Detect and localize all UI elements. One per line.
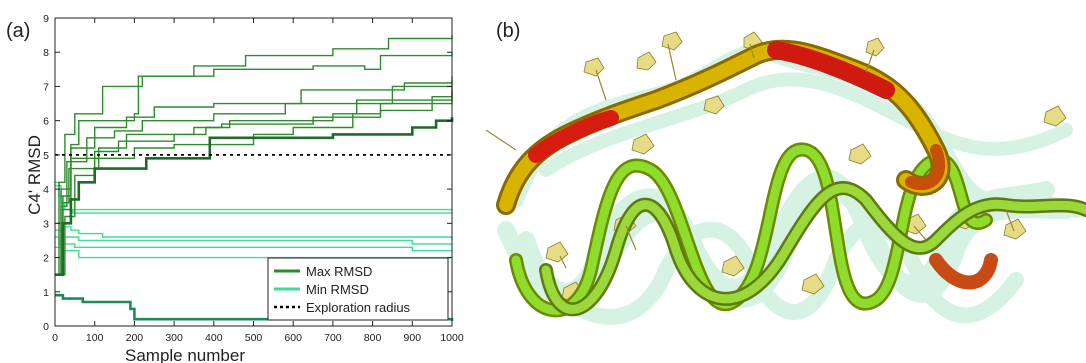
y-tick-label: 6 (43, 116, 49, 128)
max-rmsd-line-7 (55, 93, 453, 276)
x-tick-label: 800 (364, 332, 382, 344)
y-tick-label: 4 (43, 184, 49, 196)
legend-label: Min RMSD (306, 282, 369, 297)
max-rmsd-line-5 (55, 86, 453, 276)
min-rmsd-line-5 (55, 236, 452, 252)
min-rmsd-line-6 (55, 246, 452, 259)
y-tick-label: 8 (43, 47, 49, 59)
y-tick-label: 7 (43, 81, 49, 93)
y-tick-label: 9 (43, 13, 49, 25)
y-tick-label: 0 (43, 321, 49, 333)
panel-a-label: (a) (6, 20, 31, 42)
base-links (486, 43, 1015, 269)
x-tick-label: 400 (205, 332, 223, 344)
rna-structure-image (486, 31, 1086, 325)
x-tick-label: 0 (52, 332, 58, 344)
max-rmsd-line-2 (55, 52, 453, 276)
y-tick-label: 1 (43, 287, 49, 299)
x-tick-label: 900 (404, 332, 422, 344)
min-rmsd-line-3 (55, 222, 453, 241)
series-layer (55, 35, 454, 321)
min-rmsd-line-1 (55, 181, 452, 211)
legend-label: Exploration radius (306, 300, 411, 315)
x-tick-label: 300 (165, 332, 183, 344)
x-tick-label: 1000 (440, 332, 464, 344)
x-tick-label: 600 (284, 332, 302, 344)
x-tick-label: 100 (86, 332, 104, 344)
panel-b-label: (b) (496, 20, 521, 42)
legend-label: Max RMSD (306, 264, 372, 279)
max-rmsd-line-3 (55, 76, 453, 276)
y-tick-label: 2 (43, 253, 49, 265)
x-tick-label: 500 (245, 332, 263, 344)
legend: Max RMSD Min RMSD Exploration radius (267, 257, 449, 321)
max-rmsd-line-8 (55, 117, 454, 276)
y-tick-label: 3 (43, 218, 49, 230)
max-rmsd-line-4 (55, 79, 453, 276)
axes-layer: 0 100 200 300 400 500 600 700 800 900 1000 0 1 2 3 4 5 6 7… (43, 13, 464, 344)
rmsd-chart: 0 100 200 300 400 500 600 700 800 900 1000 0 1 2 3 4 5 6 7… (25, 13, 464, 363)
x-tick-label: 200 (126, 332, 144, 344)
y-axis-label: C4' RMSD (25, 135, 44, 215)
x-axis-label: Sample number (125, 346, 245, 363)
min-rmsd-line-7 (55, 293, 454, 321)
y-tick-label: 5 (43, 150, 49, 162)
max-rmsd-line-6 (55, 89, 453, 276)
x-tick-label: 700 (324, 332, 342, 344)
